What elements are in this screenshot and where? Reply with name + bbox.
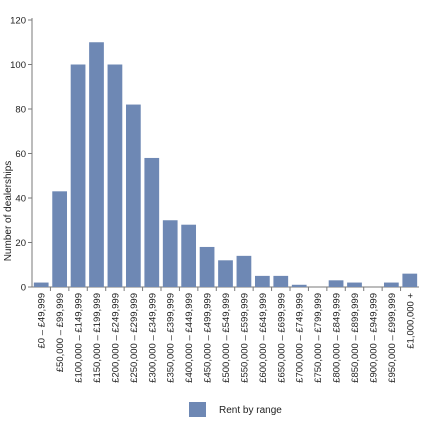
bar <box>89 42 104 287</box>
x-tick-label: £500,000 – £549,999 <box>221 293 232 383</box>
x-tick-label: £200,000 – £249,999 <box>110 293 121 383</box>
x-tick-label: £700,000 – £749,999 <box>295 293 306 383</box>
bar <box>107 64 123 287</box>
y-tick-label: 20 <box>15 238 26 249</box>
y-tick-label: 120 <box>10 16 26 27</box>
x-tick-label: £100,000 – £149,999 <box>74 293 85 383</box>
x-tick-label: £350,000 – £399,999 <box>166 293 177 383</box>
bar <box>254 275 270 288</box>
legend: Rent by range <box>189 402 282 417</box>
x-tick-label: £250,000 – £299,999 <box>129 293 140 383</box>
y-tick-label: 40 <box>15 194 26 205</box>
bar <box>291 284 307 287</box>
bar <box>328 280 344 287</box>
x-tick-label: £850,000 – £899,999 <box>350 293 361 383</box>
bar <box>402 273 418 287</box>
y-tick-label: 60 <box>15 149 26 160</box>
y-axis: 0 20 40 60 80 100 120 <box>10 16 33 294</box>
y-tick-label: 100 <box>10 60 26 71</box>
bar <box>218 260 233 287</box>
x-tick-label: £750,000 – £799,999 <box>313 293 324 383</box>
bar <box>347 282 362 287</box>
bar <box>273 275 289 288</box>
x-tick-label: £800,000 – £849,999 <box>332 293 343 383</box>
x-tick-label: £650,000 – £699,999 <box>276 293 287 383</box>
bar <box>199 246 215 287</box>
x-tick-label: £50,000 – £99,999 <box>55 293 66 372</box>
bar <box>383 282 399 287</box>
x-tick-label: £450,000 – £499,999 <box>203 293 214 383</box>
bar <box>236 255 252 287</box>
x-tick-label: £950,000 – £999,999 <box>387 293 398 383</box>
bars <box>33 42 418 288</box>
x-axis: £0 – £49,999 £50,000 – £99,999 £100,000 – … <box>32 286 419 383</box>
y-axis-label: Number of dealerships <box>3 161 14 262</box>
x-tick-label: £150,000 – £199,999 <box>92 293 103 383</box>
bar <box>33 282 49 287</box>
x-tick-label: £900,000 – £949,999 <box>368 293 379 383</box>
x-tick-label: £550,000 – £599,999 <box>239 293 250 383</box>
y-tick-label: 80 <box>15 105 26 116</box>
legend-label: Rent by range <box>219 405 282 416</box>
x-tick-label: £400,000 – £449,999 <box>184 293 195 383</box>
bar <box>52 191 68 287</box>
bar <box>144 157 160 287</box>
bar <box>181 224 197 287</box>
y-tick-label: 0 <box>21 283 26 294</box>
x-tick-label: £300,000 – £349,999 <box>147 293 158 383</box>
x-tick-label: £600,000 – £649,999 <box>258 293 269 383</box>
bar <box>162 220 178 287</box>
x-tick-label: £0 – £49,999 <box>37 293 48 348</box>
x-tick-label: £1,000,000 + <box>405 293 416 349</box>
legend-swatch <box>189 402 206 417</box>
bar <box>125 104 141 287</box>
bar <box>70 64 86 287</box>
